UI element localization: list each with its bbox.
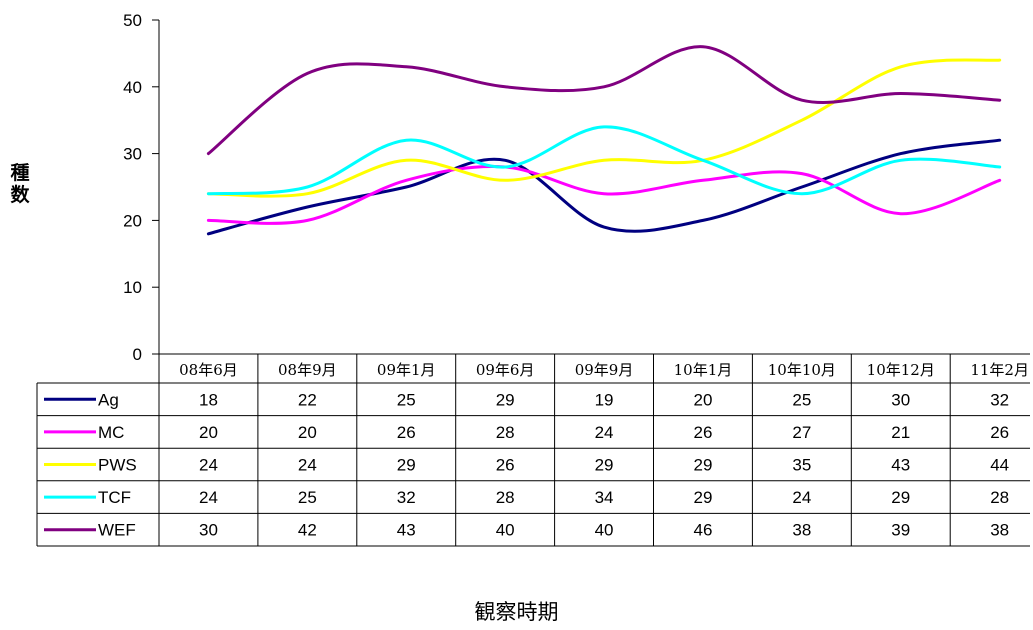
y-tick-label: 50 <box>123 11 142 30</box>
table-cell-value: 30 <box>891 390 910 409</box>
table-cell-value: 43 <box>397 521 416 540</box>
series-line-ag <box>206 138 1002 236</box>
table-cell-value: 29 <box>496 390 515 409</box>
table-cell-value: 20 <box>199 423 218 442</box>
table-cell-value: 24 <box>792 488 811 507</box>
table-cell-value: 32 <box>397 488 416 507</box>
x-tick-label: 08年9月 <box>278 361 337 379</box>
table-cell-value: 29 <box>595 456 614 475</box>
table-cell-value: 39 <box>891 521 910 540</box>
x-axis-label: 観察時期 <box>474 600 559 624</box>
table-cell-value: 44 <box>990 456 1009 475</box>
series-line-mc <box>206 165 1002 225</box>
table-cell-value: 25 <box>298 488 317 507</box>
x-tick-label: 10年12月 <box>867 361 935 379</box>
y-axis-label: 種数 <box>10 162 30 206</box>
table-cell-value: 29 <box>891 488 910 507</box>
table-cell-value: 43 <box>891 456 910 475</box>
table-cell-value: 26 <box>990 423 1009 442</box>
y-tick-label: 0 <box>133 345 142 364</box>
series-line-tcf <box>206 125 1002 196</box>
table-cell-value: 29 <box>693 456 712 475</box>
legend-label-ag: Ag <box>98 390 119 409</box>
legend-label-wef: WEF <box>98 521 136 540</box>
table-cell-value: 26 <box>693 423 712 442</box>
table-cell-value: 46 <box>693 521 712 540</box>
table-cell-value: 20 <box>693 390 712 409</box>
table-cell-value: 21 <box>891 423 910 442</box>
table-cell-value: 25 <box>792 390 811 409</box>
y-tick-label: 20 <box>123 211 142 230</box>
table-cell-value: 27 <box>792 423 811 442</box>
table-cell-value: 24 <box>595 423 614 442</box>
table-cell-value: 24 <box>298 456 317 475</box>
table-cell-value: 29 <box>693 488 712 507</box>
table-cell-value: 24 <box>199 456 218 475</box>
x-tick-label: 09年9月 <box>575 361 634 379</box>
table-cell-value: 34 <box>595 488 614 507</box>
y-tick-label: 40 <box>123 78 142 97</box>
table-cell-value: 26 <box>496 456 515 475</box>
table-cell-value: 32 <box>990 390 1009 409</box>
table-cell-value: 28 <box>496 488 515 507</box>
table-cell-value: 35 <box>792 456 811 475</box>
table-cell-value: 29 <box>397 456 416 475</box>
table-cell-value: 28 <box>990 488 1009 507</box>
x-tick-label: 09年6月 <box>476 361 535 379</box>
legend-label-tcf: TCF <box>98 488 131 507</box>
x-tick-label: 08年6月 <box>179 361 238 379</box>
table-cell-value: 38 <box>792 521 811 540</box>
x-tick-label: 10年10月 <box>768 361 836 379</box>
series-line-pws <box>206 58 1002 198</box>
table-cell-value: 26 <box>397 423 416 442</box>
table-cell-value: 30 <box>199 521 218 540</box>
table-cell-value: 24 <box>199 488 218 507</box>
table-cell-value: 22 <box>298 390 317 409</box>
y-tick-label: 10 <box>123 278 142 297</box>
table-cell-value: 19 <box>595 390 614 409</box>
table-cell-value: 25 <box>397 390 416 409</box>
table-cell-value: 18 <box>199 390 218 409</box>
series-line-wef <box>206 45 1002 156</box>
table-cell-value: 28 <box>496 423 515 442</box>
table-cell-value: 42 <box>298 521 317 540</box>
legend-label-mc: MC <box>98 423 124 442</box>
y-tick-label: 30 <box>123 145 142 164</box>
legend-label-pws: PWS <box>98 456 137 475</box>
table-cell-value: 20 <box>298 423 317 442</box>
table-cell-value: 40 <box>595 521 614 540</box>
x-tick-label: 10年1月 <box>674 361 733 379</box>
table-cell-value: 40 <box>496 521 515 540</box>
x-tick-label: 09年1月 <box>377 361 436 379</box>
table-cell-value: 38 <box>990 521 1009 540</box>
x-tick-label: 11年2月 <box>970 361 1029 379</box>
